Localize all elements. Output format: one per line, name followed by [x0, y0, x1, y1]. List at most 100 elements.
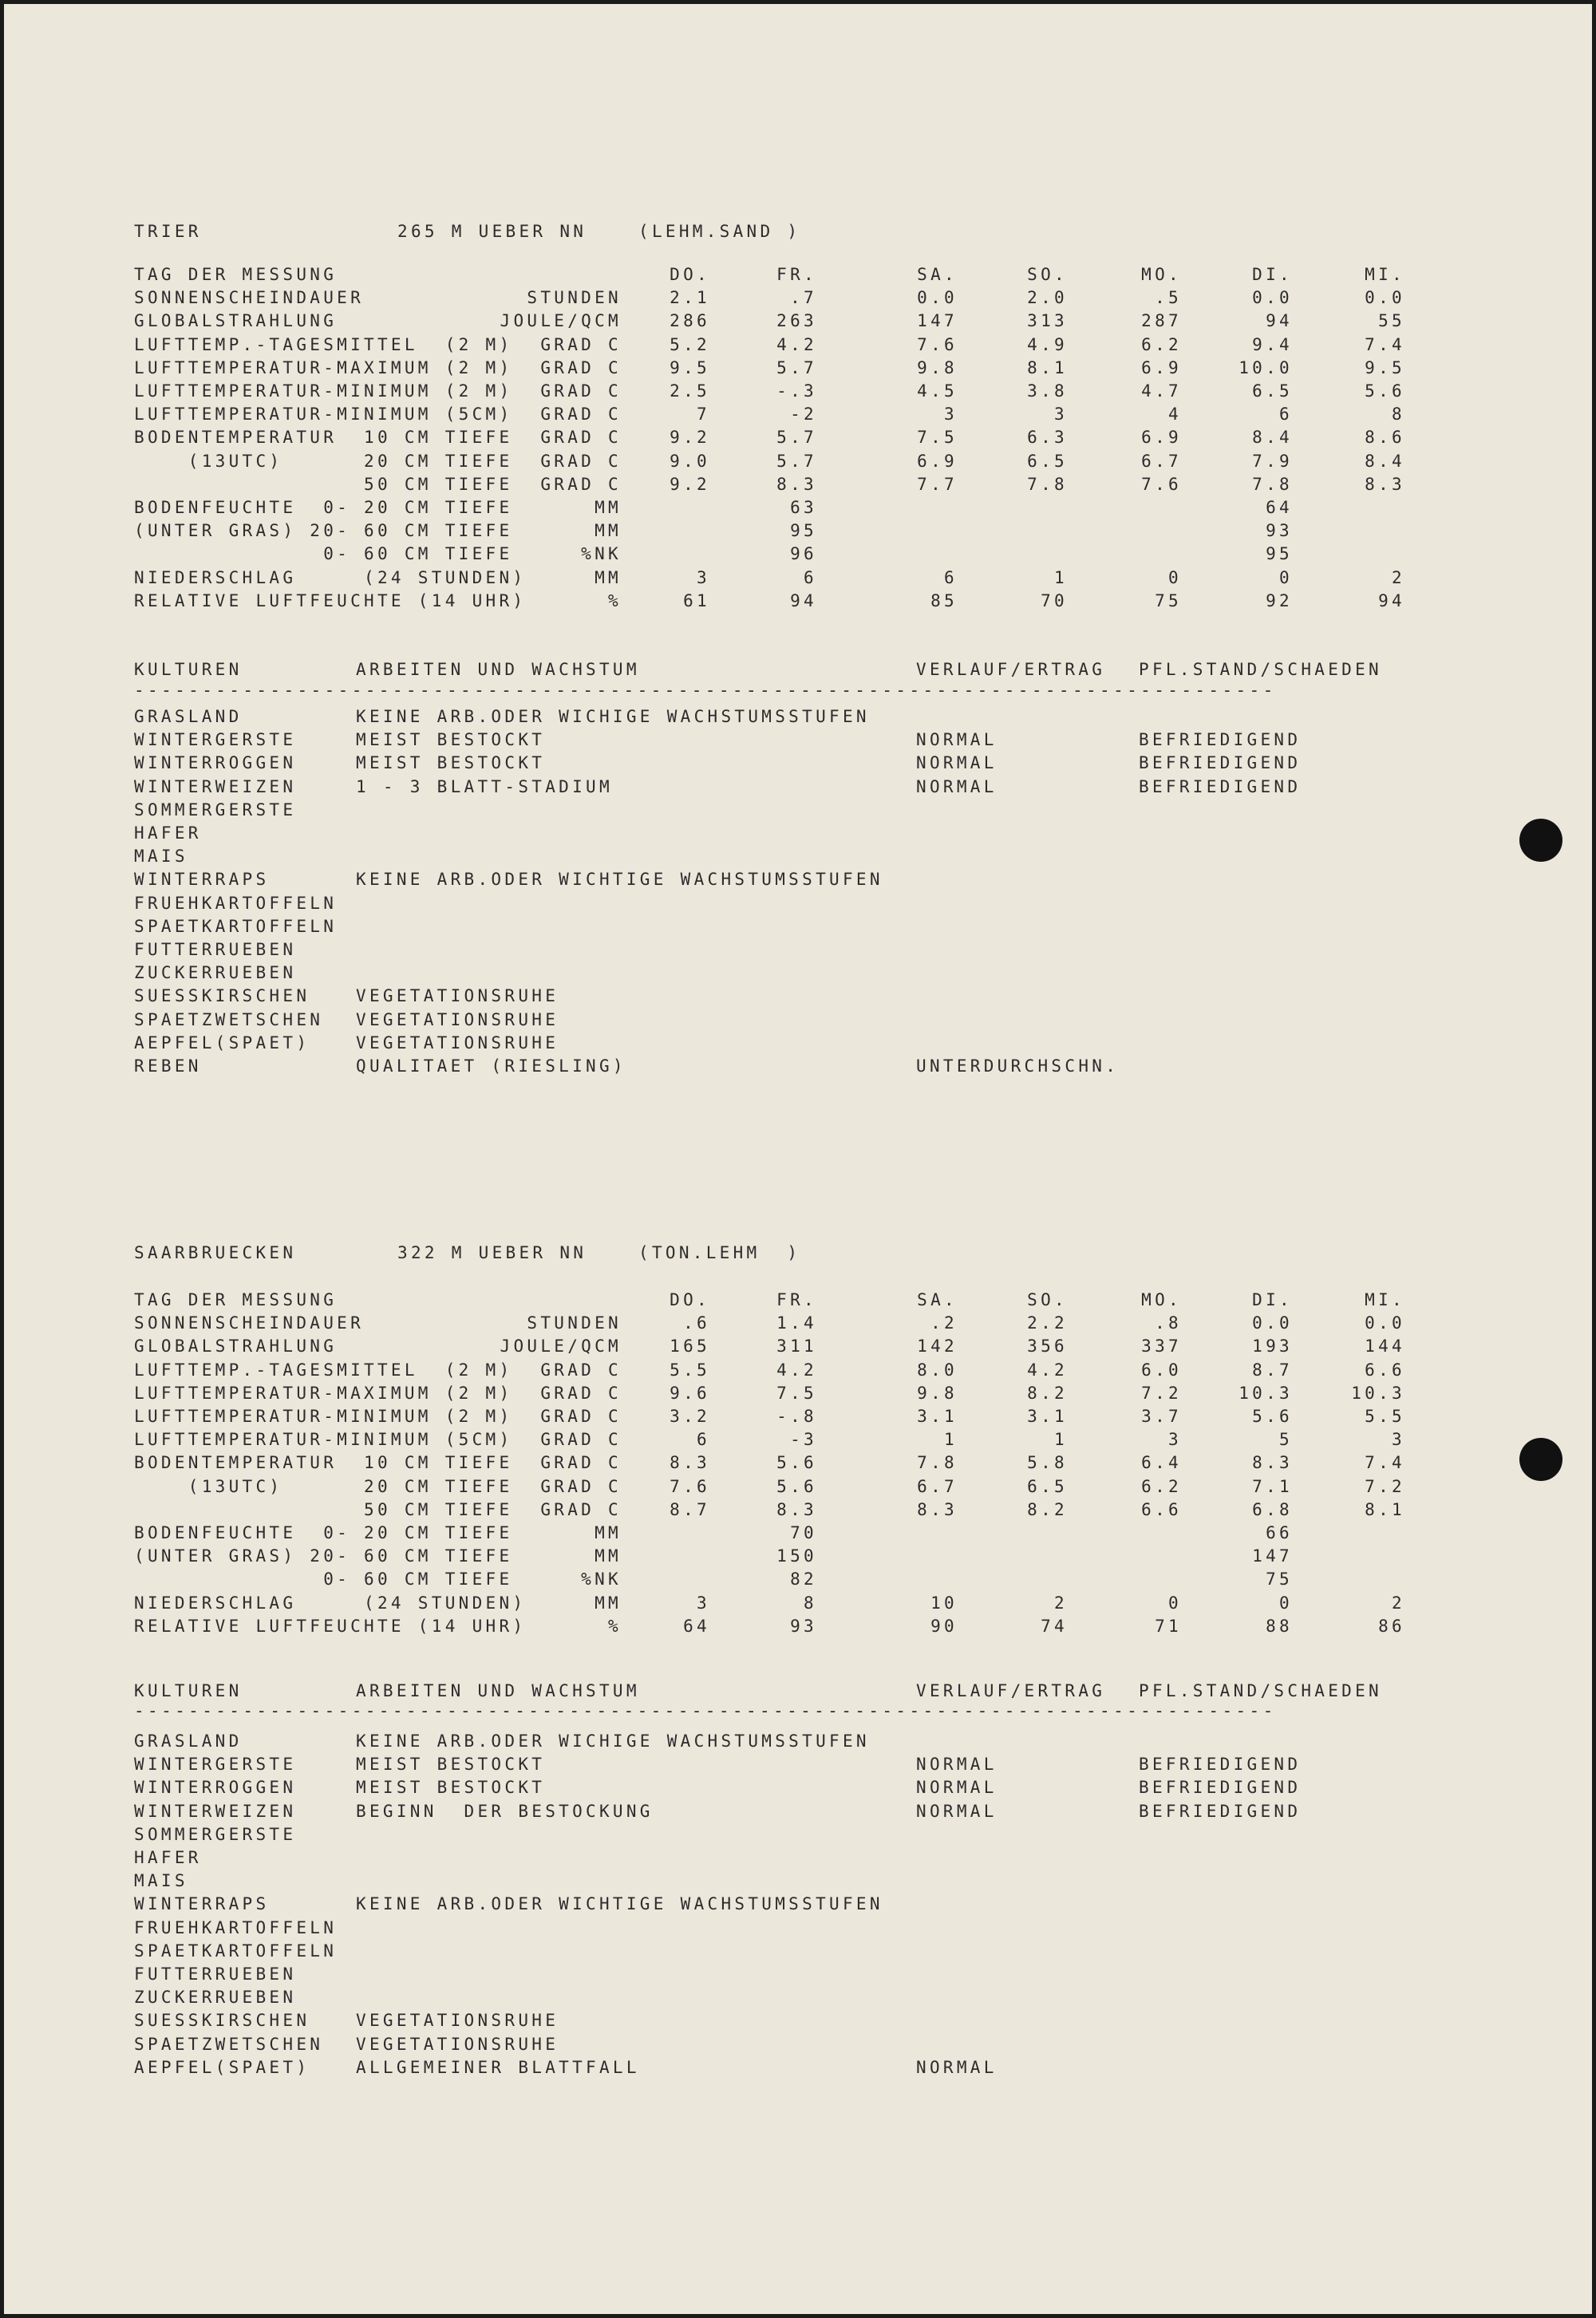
crop-name: WINTERGERSTE [134, 1755, 297, 1775]
measurement-value: 70 [1041, 590, 1068, 610]
measurement-value: 4.9 [1027, 334, 1068, 354]
row-unit: GRAD C [540, 334, 622, 354]
measurement-value: 5.6 [1252, 1407, 1293, 1426]
day-header: SO. [1027, 265, 1068, 284]
measurement-value: 66 [1266, 1523, 1293, 1542]
crop-name: FUTTERRUEBEN [134, 940, 297, 959]
row-unit: GRAD C [540, 1453, 622, 1473]
measurement-value: 5.5 [1365, 1407, 1405, 1426]
measurement-value: 5.6 [776, 1453, 817, 1473]
row-label: BODENTEMPERATUR 10 CM TIEFE [134, 428, 513, 448]
measurement-value: 93 [790, 1616, 817, 1636]
measurement-value: 5.6 [776, 1476, 817, 1496]
crop-name: WINTERWEIZEN [134, 1801, 297, 1821]
crop-name: AEPFEL(SPAET) [134, 2057, 310, 2077]
crop-name: GRASLAND [134, 1732, 243, 1751]
measurement-value: 6.8 [1252, 1499, 1293, 1519]
crop-verlauf: NORMAL [916, 730, 998, 750]
day-header: MI. [1365, 265, 1405, 284]
measurement-value: 0 [1168, 1593, 1182, 1613]
crop-work: MEIST BESTOCKT [356, 1755, 546, 1775]
measurement-value: 82 [790, 1570, 817, 1589]
measurement-value: 150 [776, 1546, 817, 1566]
crop-stand: BEFRIEDIGEND [1139, 1778, 1302, 1798]
measurement-value: 7.2 [1365, 1476, 1405, 1496]
measurement-value: 6.3 [1027, 428, 1068, 448]
crop-verlauf: NORMAL [916, 1755, 998, 1775]
row-label: BODENFEUCHTE 0- 20 CM TIEFE [134, 498, 513, 517]
measurement-value: 0.0 [917, 288, 958, 308]
measurement-value: 2.2 [1027, 1313, 1068, 1333]
measurement-value: 147 [1252, 1546, 1293, 1566]
punch-hole [1519, 819, 1562, 862]
measurement-value: 64 [683, 1616, 710, 1636]
measurement-value: 2.1 [670, 288, 710, 308]
crop-name: WINTERROGGEN [134, 753, 297, 773]
row-label: SONNENSCHEINDAUER [134, 1313, 365, 1333]
measurement-value: 6.9 [917, 451, 958, 471]
crops-header-kulturen: KULTUREN [134, 660, 243, 679]
row-label: (13UTC) 20 CM TIEFE [134, 1476, 513, 1496]
measurement-value: 9.6 [670, 1383, 710, 1403]
measurement-value: 313 [1027, 311, 1068, 331]
measurement-value: 10 [930, 1593, 958, 1613]
measurement-value: 3.8 [1027, 381, 1068, 401]
row-unit: JOULE/QCM [500, 311, 622, 331]
row-label: BODENFEUCHTE 0- 20 CM TIEFE [134, 1523, 513, 1542]
measurement-value: 5.7 [776, 357, 817, 377]
measurement-value: .5 [1155, 288, 1182, 308]
measurement-value: 3.2 [670, 1407, 710, 1426]
measurement-value: 6.7 [1141, 451, 1182, 471]
row-unit: MM [595, 498, 622, 517]
measurement-value: 0 [1279, 567, 1293, 587]
measurement-value: 7 [697, 405, 710, 425]
crop-work: 1 - 3 BLATT-STADIUM [356, 776, 613, 796]
crop-work: MEIST BESTOCKT [356, 730, 546, 750]
crop-name: HAFER [134, 1848, 202, 1867]
measurement-value: 356 [1027, 1337, 1068, 1356]
crop-name: WINTERRAPS [134, 1894, 270, 1914]
measurement-value: 6.4 [1141, 1453, 1182, 1473]
measurement-value: 6.6 [1141, 1499, 1182, 1519]
row-unit: STUNDEN [527, 1313, 622, 1333]
measurement-value: 7.4 [1365, 334, 1405, 354]
row-label: LUFTTEMP.-TAGESMITTEL (2 M) [134, 1360, 513, 1380]
measurement-value: 0.0 [1365, 288, 1405, 308]
crops-header-arbeiten: ARBEITEN UND WACHSTUM [356, 1681, 640, 1700]
measurement-value: 88 [1266, 1616, 1293, 1636]
row-label: LUFTTEMPERATUR-MAXIMUM (2 M) [134, 357, 513, 377]
measurement-value: 4.5 [917, 381, 958, 401]
measurement-value: 1.4 [776, 1313, 817, 1333]
row-label: NIEDERSCHLAG (24 STUNDEN) [134, 1593, 527, 1613]
measurement-value: 286 [670, 311, 710, 331]
measurement-value: 0.0 [1252, 288, 1293, 308]
measurement-value: 3.7 [1141, 1407, 1182, 1426]
crop-name: WINTERGERSTE [134, 730, 297, 750]
row-unit: %NK [581, 544, 622, 564]
measurement-value: 3.1 [1027, 1407, 1068, 1426]
row-unit: MM [595, 1523, 622, 1542]
measurement-value: 2.0 [1027, 288, 1068, 308]
day-header: SA. [917, 1290, 958, 1309]
row-unit: GRAD C [540, 381, 622, 401]
measurement-value: 165 [670, 1337, 710, 1356]
crop-verlauf: UNTERDURCHSCHN. [916, 1056, 1120, 1076]
measurement-value: 3 [1168, 1430, 1182, 1450]
measurement-value: 2 [1392, 1593, 1405, 1613]
crop-name: MAIS [134, 847, 188, 867]
measurement-value: 3 [1392, 1430, 1405, 1450]
crop-name: SPAETKARTOFFELN [134, 1941, 338, 1961]
measurement-value: 95 [1266, 544, 1293, 564]
measurement-value: 10.0 [1238, 357, 1293, 377]
measurement-value: 9.5 [1365, 357, 1405, 377]
station-name: TRIER [134, 222, 202, 241]
measurement-value: 0.0 [1252, 1313, 1293, 1333]
measurement-value: 8.3 [670, 1453, 710, 1473]
measurement-value: 5.5 [670, 1360, 710, 1380]
measurement-value: 2 [1392, 567, 1405, 587]
crop-stand: BEFRIEDIGEND [1139, 753, 1302, 773]
measurement-value: 7.8 [1252, 474, 1293, 494]
day-header: MI. [1365, 1290, 1405, 1309]
measurement-value: 3 [1054, 405, 1068, 425]
crop-name: ZUCKERRUEBEN [134, 1988, 297, 2008]
